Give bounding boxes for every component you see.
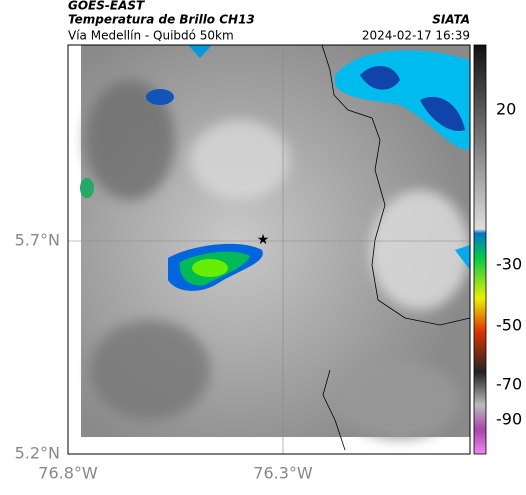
map: ★	[67, 44, 471, 455]
brand: SIATA	[432, 13, 470, 27]
colorbar-label: -70	[496, 375, 522, 394]
colorbar-label: 20	[496, 100, 516, 119]
colorbar	[473, 44, 487, 455]
route: Vía Medellín - Quibdó 50km	[68, 29, 234, 43]
x-label: 76.3°W	[253, 464, 313, 483]
source: GOES-EAST	[68, 0, 145, 13]
title: Temperatura de Brillo CH13	[68, 13, 255, 27]
colorbar-label: -90	[496, 410, 522, 429]
svg-text:★: ★	[257, 232, 270, 248]
y-label: 5.7°N	[15, 231, 60, 250]
x-label: 76.8°W	[38, 464, 98, 483]
colorbar-label: -30	[496, 255, 522, 274]
timestamp: 2024-02-17 16:39	[362, 29, 470, 43]
y-label: 5.2°N	[15, 444, 60, 463]
colorbar-label: -50	[496, 316, 522, 335]
